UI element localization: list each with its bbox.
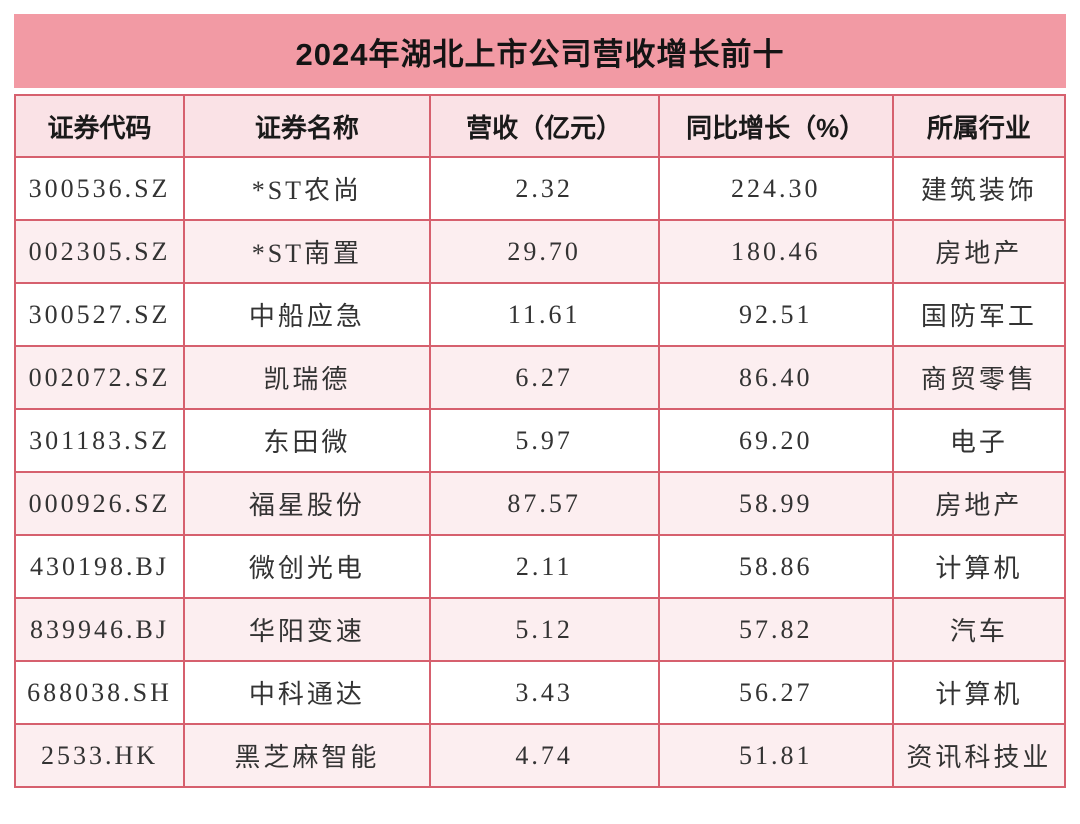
cell-stock-name: 东田微 [183, 408, 431, 473]
cell-stock-code: 2533.HK [13, 723, 186, 788]
table-row: 301183.SZ 东田微 5.97 69.20 电子 [13, 408, 1067, 473]
cell-revenue: 6.27 [428, 345, 660, 410]
cell-industry: 房地产 [891, 471, 1067, 536]
cell-stock-name: 微创光电 [183, 534, 431, 599]
table-row: 000926.SZ 福星股份 87.57 58.99 房地产 [13, 471, 1067, 536]
cell-stock-name: 黑芝麻智能 [183, 723, 431, 788]
cell-industry: 电子 [891, 408, 1067, 473]
table-title: 2024年湖北上市公司营收增长前十 [295, 36, 785, 72]
cell-yoy-growth: 69.20 [657, 408, 894, 473]
cell-stock-name: 福星股份 [183, 471, 431, 536]
cell-stock-code: 300536.SZ [13, 156, 186, 221]
cell-stock-name: 华阳变速 [183, 597, 431, 662]
cell-yoy-growth: 180.46 [657, 219, 894, 284]
cell-stock-code: 000926.SZ [13, 471, 186, 536]
cell-yoy-growth: 92.51 [657, 282, 894, 347]
table-row: 430198.BJ 微创光电 2.11 58.86 计算机 [13, 534, 1067, 599]
cell-stock-code: 688038.SH [13, 660, 186, 725]
cell-yoy-growth: 56.27 [657, 660, 894, 725]
cell-yoy-growth: 57.82 [657, 597, 894, 662]
cell-yoy-growth: 86.40 [657, 345, 894, 410]
cell-stock-name: *ST农尚 [183, 156, 431, 221]
cell-revenue: 5.97 [428, 408, 660, 473]
cell-industry: 汽车 [891, 597, 1067, 662]
table-row: 2533.HK 黑芝麻智能 4.74 51.81 资讯科技业 [13, 723, 1067, 788]
revenue-growth-table: 证券代码 证券名称 营收（亿元） 同比增长（%） 所属行业 300536.SZ *… [13, 94, 1067, 788]
cell-revenue: 5.12 [428, 597, 660, 662]
cell-industry: 商贸零售 [891, 345, 1067, 410]
cell-industry: 计算机 [891, 660, 1067, 725]
table-row: 300527.SZ 中船应急 11.61 92.51 国防军工 [13, 282, 1067, 347]
cell-industry: 房地产 [891, 219, 1067, 284]
table-row: 002072.SZ 凯瑞德 6.27 86.40 商贸零售 [13, 345, 1067, 410]
col-header-revenue: 营收（亿元） [428, 94, 660, 158]
cell-stock-code: 301183.SZ [13, 408, 186, 473]
col-header-stock-code: 证券代码 [13, 94, 186, 158]
cell-industry: 计算机 [891, 534, 1067, 599]
cell-revenue: 2.11 [428, 534, 660, 599]
table-row: 300536.SZ *ST农尚 2.32 224.30 建筑装饰 [13, 156, 1067, 221]
cell-revenue: 11.61 [428, 282, 660, 347]
table-body: 300536.SZ *ST农尚 2.32 224.30 建筑装饰 002305.SZ *ST… [13, 156, 1067, 788]
col-header-stock-name: 证券名称 [183, 94, 431, 158]
cell-stock-name: *ST南置 [183, 219, 431, 284]
cell-revenue: 87.57 [428, 471, 660, 536]
table-figure: 2024年湖北上市公司营收增长前十 证券代码 证券名称 营收（亿元） 同比增长（… [13, 14, 1067, 788]
col-header-yoy-growth: 同比增长（%） [657, 94, 894, 158]
cell-stock-code: 430198.BJ [13, 534, 186, 599]
table-row: 688038.SH 中科通达 3.43 56.27 计算机 [13, 660, 1067, 725]
cell-yoy-growth: 58.86 [657, 534, 894, 599]
cell-stock-code: 002305.SZ [13, 219, 186, 284]
cell-revenue: 3.43 [428, 660, 660, 725]
table-row: 839946.BJ 华阳变速 5.12 57.82 汽车 [13, 597, 1067, 662]
cell-yoy-growth: 58.99 [657, 471, 894, 536]
cell-stock-name: 中科通达 [183, 660, 431, 725]
cell-revenue: 29.70 [428, 219, 660, 284]
header-row: 证券代码 证券名称 营收（亿元） 同比增长（%） 所属行业 [13, 94, 1067, 158]
cell-industry: 建筑装饰 [891, 156, 1067, 221]
cell-revenue: 4.74 [428, 723, 660, 788]
table-row: 002305.SZ *ST南置 29.70 180.46 房地产 [13, 219, 1067, 284]
cell-yoy-growth: 51.81 [657, 723, 894, 788]
cell-industry: 资讯科技业 [891, 723, 1067, 788]
col-header-industry: 所属行业 [891, 94, 1067, 158]
cell-stock-code: 300527.SZ [13, 282, 186, 347]
cell-stock-name: 凯瑞德 [183, 345, 431, 410]
cell-stock-code: 839946.BJ [13, 597, 186, 662]
cell-stock-code: 002072.SZ [13, 345, 186, 410]
cell-industry: 国防军工 [891, 282, 1067, 347]
cell-revenue: 2.32 [428, 156, 660, 221]
table-title-bar: 2024年湖北上市公司营收增长前十 [14, 14, 1066, 88]
cell-yoy-growth: 224.30 [657, 156, 894, 221]
cell-stock-name: 中船应急 [183, 282, 431, 347]
